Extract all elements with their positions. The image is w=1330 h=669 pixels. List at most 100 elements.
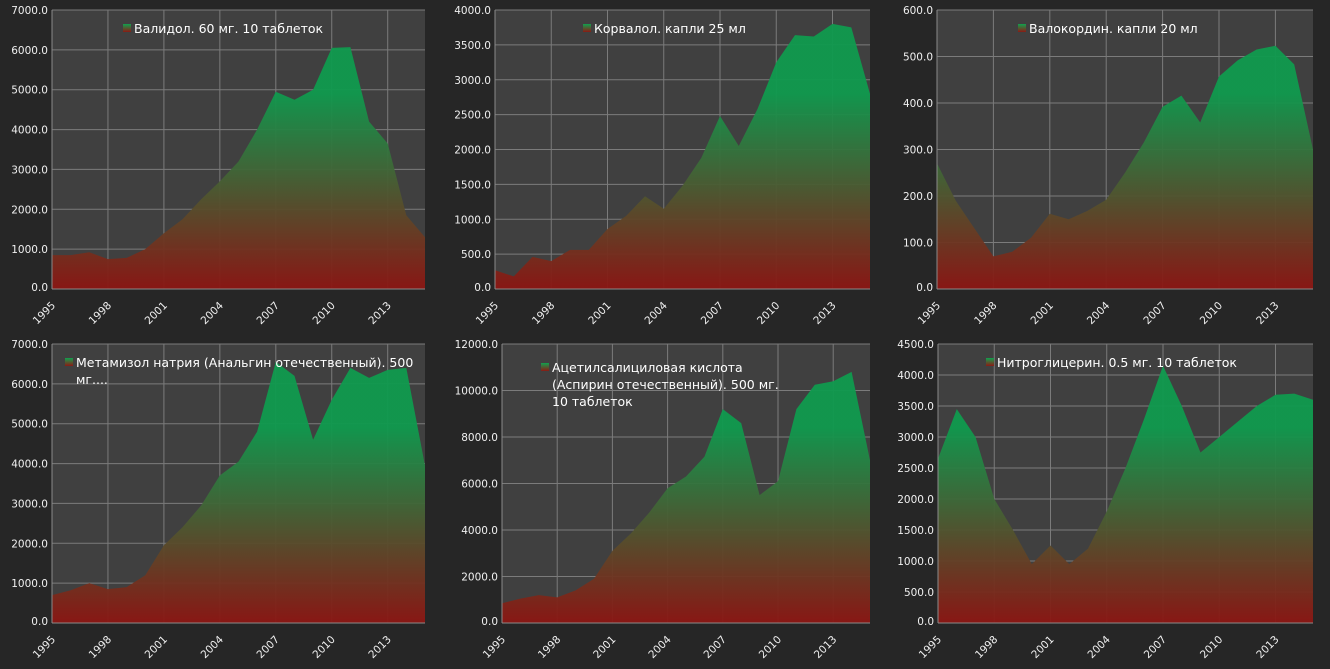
y-tick-label: 8000.0 [461, 432, 498, 444]
legend: Метамизол натрия (Анальгин отечественный… [65, 354, 445, 388]
area-series [938, 365, 1313, 623]
x-tick-label: 2007 [1142, 634, 1169, 661]
y-tick-label: 10000.0 [455, 386, 498, 398]
x-tick-label: 2013 [812, 634, 839, 661]
x-tick-label: 2007 [255, 300, 282, 327]
x-tick-label: 2007 [702, 634, 729, 661]
y-tick-label: 4000.0 [454, 5, 491, 17]
x-tick-label: 2007 [255, 634, 282, 661]
y-tick-label: 4000.0 [11, 125, 48, 137]
x-tick-label: 2010 [1198, 300, 1225, 327]
y-tick-label: 2000.0 [454, 145, 491, 157]
y-tick-label: 3000.0 [11, 498, 48, 510]
y-tick-label: 7000.0 [11, 339, 48, 351]
legend: Валокордин. капли 20 мл [1018, 20, 1278, 37]
x-tick-label: 2010 [310, 300, 337, 327]
legend-swatch-icon [123, 24, 131, 32]
x-tick-label: 2010 [755, 300, 782, 327]
x-tick-label: 1995 [31, 634, 58, 661]
legend-swatch-icon [986, 358, 994, 366]
x-tick-label: 2001 [1029, 634, 1056, 661]
x-tick-label: 2004 [199, 633, 227, 661]
x-tick-label: 2013 [1254, 300, 1281, 327]
y-tick-label: 2500.0 [454, 110, 491, 122]
x-tick-label: 2007 [699, 300, 726, 327]
chart-panel: 0.0 1000.0 2000.0 3000.0 4000.0 5000.0 6000.0 7… [0, 0, 440, 334]
legend: Нитроглицерин. 0.5 мг. 10 таблеток [986, 354, 1286, 371]
y-tick-label: 300.0 [903, 145, 933, 157]
x-tick-label: 2010 [1198, 634, 1225, 661]
legend-swatch-icon [583, 24, 591, 32]
legend-swatch-icon [541, 363, 549, 371]
x-tick-label: 1995 [481, 634, 508, 661]
x-tick-label: 2013 [366, 634, 393, 661]
y-tick-label: 6000.0 [11, 379, 48, 391]
y-tick-label: 3500.0 [454, 40, 491, 52]
y-tick-label: 500.0 [903, 52, 933, 64]
y-tick-label: 12000.0 [455, 339, 498, 351]
area-series [52, 361, 425, 623]
area-series [52, 47, 425, 289]
y-tick-label: 400.0 [903, 98, 933, 110]
x-tick-label: 2001 [591, 634, 618, 661]
x-tick-label: 1995 [31, 300, 58, 327]
x-tick-label: 2001 [1029, 300, 1056, 327]
x-tick-label: 2004 [199, 299, 227, 327]
y-tick-label: 4000.0 [11, 459, 48, 471]
x-tick-label: 2013 [366, 300, 393, 327]
area-chart: 0.0 1000.0 2000.0 3000.0 4000.0 5000.0 6000.0 7… [11, 339, 425, 661]
area-chart: 0.0 2000.0 4000.0 6000.0 8000.0 10000.0 12000.… [455, 339, 870, 661]
x-tick-label: 2004 [646, 633, 674, 661]
x-tick-label: 2004 [642, 299, 670, 327]
legend-swatch-icon [65, 358, 73, 366]
y-tick-label: 7000.0 [11, 5, 48, 17]
y-tick-label: 1000.0 [11, 244, 48, 256]
y-tick-label: 2000.0 [11, 204, 48, 216]
y-tick-label: 2000.0 [11, 538, 48, 550]
chart-panel: 0.0 500.0 1000.0 1500.0 2000.0 2500.0 3000.0 35… [440, 0, 880, 334]
x-tick-label: 1995 [917, 634, 944, 661]
x-tick-label: 2010 [757, 634, 784, 661]
y-tick-label: 1500.0 [897, 525, 934, 537]
legend-label: Валокордин. капли 20 мл [1029, 21, 1198, 36]
legend: Ацетилсалициловая кислота (Аспирин отече… [541, 359, 791, 410]
y-tick-label: 500.0 [461, 249, 491, 261]
y-tick-label: 3000.0 [11, 164, 48, 176]
legend-label: Валидол. 60 мг. 10 таблеток [134, 21, 324, 36]
chart-panel: 0.0 2000.0 4000.0 6000.0 8000.0 10000.0 12000.… [440, 335, 880, 669]
area-chart: 0.0 500.0 1000.0 1500.0 2000.0 2500.0 3000.0 35… [897, 339, 1313, 661]
y-tick-label: 100.0 [903, 238, 933, 250]
y-tick-label: 2000.0 [461, 572, 498, 584]
y-tick-label: 1000.0 [897, 556, 934, 568]
x-tick-label: 1998 [530, 300, 557, 327]
x-tick-label: 2004 [1085, 633, 1113, 661]
area-chart: 0.0 500.0 1000.0 1500.0 2000.0 2500.0 3000.0 35… [454, 5, 870, 327]
y-tick-label: 500.0 [904, 587, 934, 599]
x-tick-label: 2010 [310, 634, 337, 661]
area-chart: 0.0 100.0 200.0 300.0 400.0 500.0 600.0 1995 199… [903, 5, 1313, 327]
y-tick-label: 0.0 [916, 282, 933, 294]
x-tick-label: 1998 [87, 300, 114, 327]
y-tick-label: 1000.0 [11, 578, 48, 590]
x-tick-label: 2001 [143, 300, 170, 327]
y-tick-label: 2000.0 [897, 494, 934, 506]
legend-label: Метамизол натрия (Анальгин отечественный… [76, 355, 414, 387]
chart-panel: 0.0 500.0 1000.0 1500.0 2000.0 2500.0 3000.0 35… [880, 335, 1330, 669]
y-tick-label: 200.0 [903, 191, 933, 203]
area-series [495, 23, 870, 290]
x-tick-label: 1998 [973, 634, 1000, 661]
y-tick-label: 3000.0 [897, 432, 934, 444]
x-tick-label: 1998 [972, 300, 999, 327]
legend-swatch-icon [1018, 24, 1026, 32]
x-tick-label: 2013 [811, 300, 838, 327]
y-tick-label: 0.0 [31, 616, 48, 628]
y-tick-label: 3500.0 [897, 401, 934, 413]
y-tick-label: 0.0 [474, 282, 491, 294]
chart-panel: 0.0 1000.0 2000.0 3000.0 4000.0 5000.0 6000.0 7… [0, 335, 440, 669]
x-tick-label: 1998 [87, 634, 114, 661]
area-series [937, 45, 1313, 289]
x-tick-label: 2004 [1085, 299, 1113, 327]
x-tick-label: 2001 [143, 634, 170, 661]
x-tick-label: 2001 [586, 300, 613, 327]
chart-panel: 0.0 100.0 200.0 300.0 400.0 500.0 600.0 1995 199… [880, 0, 1330, 334]
